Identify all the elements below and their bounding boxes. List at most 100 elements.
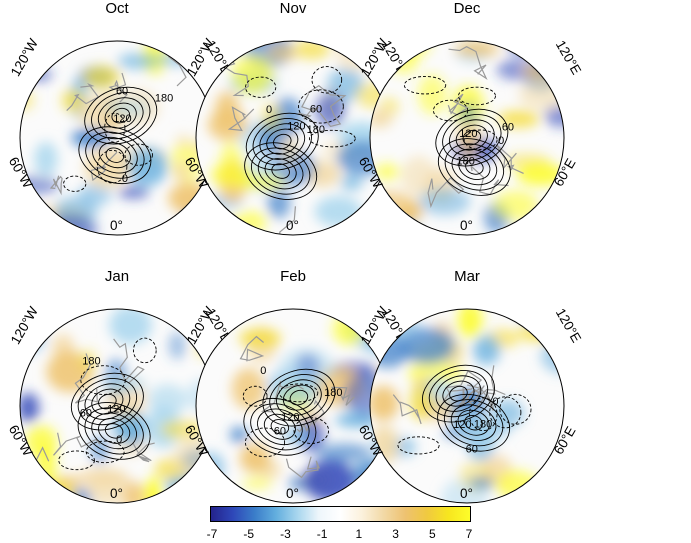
- coastline: [307, 84, 347, 128]
- contour-line: [428, 370, 489, 418]
- anomaly-shading: [517, 309, 550, 325]
- contour-line: [97, 97, 144, 134]
- panel-title: Dec: [453, 0, 481, 17]
- contour-line: [264, 158, 297, 185]
- panel-title: Oct: [105, 0, 129, 17]
- anomaly-shading: [102, 99, 151, 117]
- coastline: [448, 46, 488, 81]
- anomaly-shading: [143, 478, 163, 503]
- panel-title: Nov: [279, 0, 307, 17]
- contour-line-negative: [242, 385, 268, 407]
- anomaly-shading: [77, 349, 98, 372]
- contour-line: [111, 107, 130, 124]
- anomaly-shading: [417, 74, 447, 115]
- contour-label: 180: [456, 156, 474, 168]
- coastline: [331, 386, 355, 406]
- colorbar-tick-label: -5: [243, 527, 255, 541]
- anomaly-shading: [103, 376, 146, 392]
- contour-line-negative: [124, 143, 153, 166]
- contour-line: [70, 372, 144, 431]
- contour-line-negative: [403, 76, 447, 95]
- contour-line: [262, 368, 336, 427]
- contour-line-negative: [397, 436, 440, 455]
- anomaly-shading: [20, 204, 44, 235]
- anomaly-shading: [45, 216, 98, 235]
- coastline: [260, 381, 304, 413]
- contour-label: 120: [453, 419, 471, 431]
- contour-label: 180: [324, 387, 342, 399]
- contour-line-negative: [80, 365, 126, 395]
- anomaly-shading: [160, 419, 205, 440]
- coastline: [113, 338, 145, 384]
- anomaly-shading: [534, 482, 564, 501]
- contour-line: [422, 364, 495, 423]
- contour-line: [257, 152, 304, 190]
- contour-line-negative: [245, 76, 277, 98]
- coastline: [457, 385, 485, 406]
- anomaly-shading: [388, 44, 420, 75]
- coastline: [49, 175, 63, 196]
- contour-line-negative: [489, 396, 522, 429]
- anomaly-shading: [516, 162, 564, 186]
- anomaly-shading: [82, 65, 121, 89]
- contour-label: 120: [281, 411, 299, 423]
- anomaly-shading: [317, 443, 372, 462]
- contour-line: [77, 378, 137, 426]
- colorbar-tick-label: -7: [206, 527, 218, 541]
- coastline: [467, 365, 496, 409]
- coastline: [470, 164, 509, 196]
- contour-line: [465, 159, 484, 175]
- contour-line-negative: [278, 383, 319, 403]
- coastline: [239, 335, 265, 362]
- colorbar: [210, 506, 471, 522]
- contour-line: [85, 131, 145, 179]
- anomaly-shading: [196, 218, 227, 231]
- anomaly-shading: [22, 218, 62, 233]
- coastline: [392, 394, 422, 425]
- contour-label: 180: [307, 124, 325, 136]
- contour-label: 180: [474, 419, 492, 431]
- colorbar-tick-label: 7: [465, 527, 473, 541]
- contour-line-negative: [85, 440, 125, 464]
- anomaly-shading: [401, 155, 437, 198]
- contour-line: [104, 423, 124, 439]
- contour-line: [273, 133, 292, 150]
- contour-line: [98, 417, 131, 444]
- contour-line-negative: [298, 89, 344, 124]
- anomaly-shading: [117, 53, 159, 70]
- contour-line: [271, 163, 290, 179]
- axis-label-0: 0°: [460, 218, 473, 233]
- panel-title: Jan: [104, 268, 130, 285]
- contour-line: [437, 138, 511, 196]
- anomaly-shading: [533, 203, 564, 235]
- anomaly-shading: [168, 331, 186, 360]
- contour-line: [263, 413, 296, 440]
- contour-label: 0: [116, 434, 122, 446]
- contour-label: 120: [287, 121, 305, 133]
- anomaly-shading: [283, 428, 310, 443]
- coastline: [447, 93, 469, 116]
- colorbar-tick-label: 5: [428, 527, 436, 541]
- contour-label: 120: [113, 113, 131, 125]
- anomaly-shading: [42, 479, 75, 503]
- anomaly-shading: [231, 54, 274, 95]
- contour-line-negative: [58, 450, 95, 471]
- coastline: [53, 432, 101, 456]
- contour-line: [251, 147, 311, 195]
- contour-line: [257, 408, 303, 446]
- contour-line: [443, 399, 504, 447]
- coastline: [108, 72, 128, 103]
- colorbar-tick-label: 1: [355, 527, 363, 541]
- contour-label: 60: [502, 122, 514, 134]
- contour-line: [442, 380, 475, 407]
- colorbar-tick-label: -1: [316, 527, 328, 541]
- anomaly-shading: [117, 185, 150, 199]
- contour-line-negative: [244, 427, 286, 458]
- anomaly-shading: [370, 109, 393, 128]
- map-panel-mar: Mar 60 120 180 0 120°W 120°E 60°W 60°E 0°: [352, 268, 584, 528]
- axis-label-0: 0°: [110, 486, 123, 501]
- coastline: [298, 93, 320, 120]
